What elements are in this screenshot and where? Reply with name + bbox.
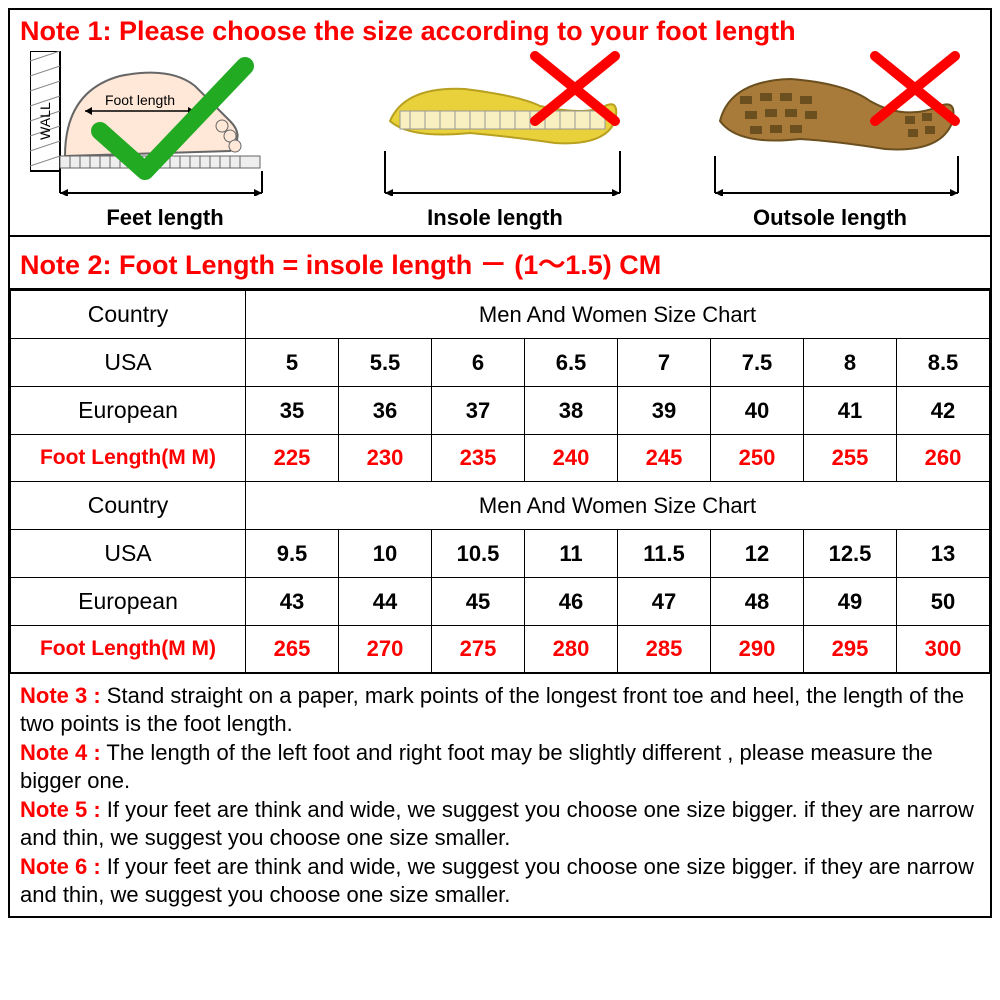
cell: 50 xyxy=(897,578,990,626)
cell: 10.5 xyxy=(432,530,525,578)
row-label: USA xyxy=(11,530,246,578)
header-label: Country xyxy=(11,482,246,530)
table-header-row: CountryMen And Women Size Chart xyxy=(11,482,990,530)
cell: 9.5 xyxy=(246,530,339,578)
insole-length-image xyxy=(355,51,635,201)
note2-title: Note 2: Foot Length = insole length － (1… xyxy=(20,243,980,282)
note-text: If your feet are think and wide, we sugg… xyxy=(20,854,974,907)
cell: 235 xyxy=(432,435,525,482)
cell: 42 xyxy=(897,387,990,435)
size-guide-container: Note 1: Please choose the size according… xyxy=(8,8,992,918)
row-label: European xyxy=(11,578,246,626)
cell: 230 xyxy=(339,435,432,482)
cell: 5 xyxy=(246,339,339,387)
cell: 8 xyxy=(804,339,897,387)
svg-text:Foot length: Foot length xyxy=(105,92,175,108)
cell: 6 xyxy=(432,339,525,387)
feet-length-label: Feet length xyxy=(106,205,223,231)
cell: 245 xyxy=(618,435,711,482)
diagram-outsole-length: Outsole length xyxy=(690,51,970,231)
note-prefix: Note 4 : xyxy=(20,740,101,765)
cell: 225 xyxy=(246,435,339,482)
cell: 290 xyxy=(711,626,804,673)
cell: 40 xyxy=(711,387,804,435)
note-line: Note 6 : If your feet are think and wide… xyxy=(20,853,980,908)
table-row: USA55.566.577.588.5 xyxy=(11,339,990,387)
cell: 7.5 xyxy=(711,339,804,387)
note-text: Stand straight on a paper, mark points o… xyxy=(20,683,964,736)
note-prefix: Note 5 : xyxy=(20,797,101,822)
cell: 240 xyxy=(525,435,618,482)
row-label: Foot Length(M M) xyxy=(11,435,246,482)
cell: 250 xyxy=(711,435,804,482)
cell: 280 xyxy=(525,626,618,673)
cell: 46 xyxy=(525,578,618,626)
notes-section: Note 3 : Stand straight on a paper, mark… xyxy=(10,673,990,916)
note-prefix: Note 3 : xyxy=(20,683,101,708)
cell: 275 xyxy=(432,626,525,673)
header-span: Men And Women Size Chart xyxy=(246,291,990,339)
cell: 44 xyxy=(339,578,432,626)
wall-label: WALL xyxy=(37,102,53,140)
cell: 270 xyxy=(339,626,432,673)
outsole-length-label: Outsole length xyxy=(753,205,907,231)
cell: 11 xyxy=(525,530,618,578)
row-label: European xyxy=(11,387,246,435)
cell: 285 xyxy=(618,626,711,673)
cell: 36 xyxy=(339,387,432,435)
cell: 48 xyxy=(711,578,804,626)
table-row: European3536373839404142 xyxy=(11,387,990,435)
header-span: Men And Women Size Chart xyxy=(246,482,990,530)
table-row: Foot Length(M M)265270275280285290295300 xyxy=(11,626,990,673)
cell: 47 xyxy=(618,578,711,626)
cell: 255 xyxy=(804,435,897,482)
cell: 265 xyxy=(246,626,339,673)
outsole-length-image xyxy=(690,51,970,201)
note-line: Note 5 : If your feet are think and wide… xyxy=(20,796,980,851)
cell: 5.5 xyxy=(339,339,432,387)
note2-section: Note 2: Foot Length = insole length － (1… xyxy=(10,237,990,290)
note1-title: Note 1: Please choose the size according… xyxy=(20,16,980,47)
size-chart-table: CountryMen And Women Size ChartUSA55.566… xyxy=(10,290,990,673)
feet-length-image: WALL xyxy=(30,51,300,201)
table-header-row: CountryMen And Women Size Chart xyxy=(11,291,990,339)
cell: 295 xyxy=(804,626,897,673)
cell: 37 xyxy=(432,387,525,435)
diagram-feet-length: WALL xyxy=(30,51,300,231)
table-row: European4344454647484950 xyxy=(11,578,990,626)
cell: 7 xyxy=(618,339,711,387)
note-prefix: Note 6 : xyxy=(20,854,101,879)
cell: 12 xyxy=(711,530,804,578)
diagram-insole-length: Insole length xyxy=(355,51,635,231)
cell: 8.5 xyxy=(897,339,990,387)
cell: 39 xyxy=(618,387,711,435)
table-row: USA9.51010.51111.51212.513 xyxy=(11,530,990,578)
cell: 260 xyxy=(897,435,990,482)
insole-length-label: Insole length xyxy=(427,205,563,231)
note-text: If your feet are think and wide, we sugg… xyxy=(20,797,974,850)
diagrams-row: WALL xyxy=(20,51,980,231)
cell: 43 xyxy=(246,578,339,626)
note-text: The length of the left foot and right fo… xyxy=(20,740,933,793)
cell: 49 xyxy=(804,578,897,626)
row-label: Foot Length(M M) xyxy=(11,626,246,673)
cell: 41 xyxy=(804,387,897,435)
cell: 300 xyxy=(897,626,990,673)
note-line: Note 4 : The length of the left foot and… xyxy=(20,739,980,794)
cell: 45 xyxy=(432,578,525,626)
note1-section: Note 1: Please choose the size according… xyxy=(10,10,990,237)
table-row: Foot Length(M M)225230235240245250255260 xyxy=(11,435,990,482)
cell: 11.5 xyxy=(618,530,711,578)
cell: 38 xyxy=(525,387,618,435)
cell: 12.5 xyxy=(804,530,897,578)
cell: 13 xyxy=(897,530,990,578)
header-label: Country xyxy=(11,291,246,339)
note-line: Note 3 : Stand straight on a paper, mark… xyxy=(20,682,980,737)
cell: 10 xyxy=(339,530,432,578)
cell: 6.5 xyxy=(525,339,618,387)
cell: 35 xyxy=(246,387,339,435)
row-label: USA xyxy=(11,339,246,387)
